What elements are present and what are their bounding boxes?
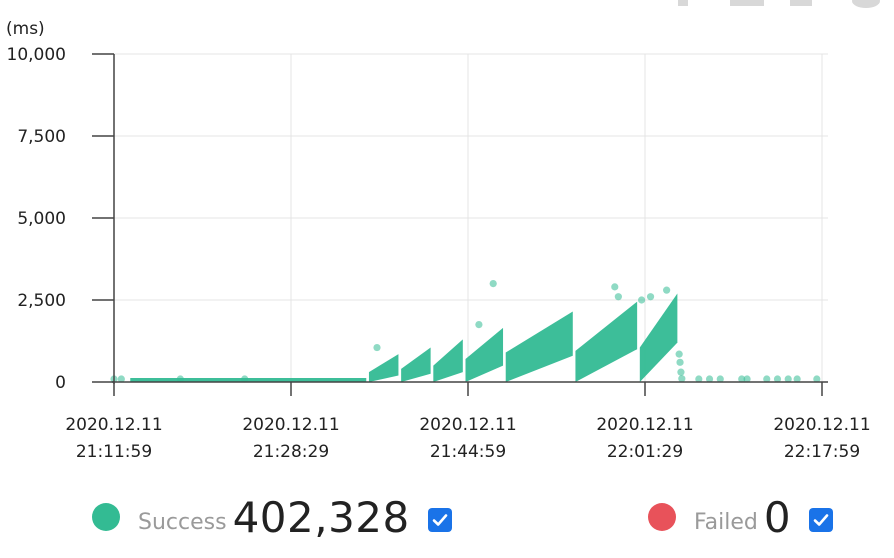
success-points: [110, 280, 821, 383]
success-point: [611, 283, 619, 291]
toolbar-icon-4[interactable]: [852, 0, 880, 8]
x-tick-label-date: 2020.12.11: [596, 415, 693, 435]
success-checkbox[interactable]: [427, 508, 452, 532]
success-point: [743, 375, 751, 383]
success-point: [475, 321, 483, 329]
success-point: [614, 293, 622, 301]
x-tick-labels: 2020.12.11 21:11:59 2020.12.11 21:28:29 2020…: [65, 415, 870, 462]
success-point: [763, 375, 771, 383]
failed-count: 0: [763, 492, 792, 542]
success-point: [677, 368, 685, 376]
success-band: [575, 301, 638, 382]
chart-axes: [92, 53, 828, 396]
toolbar-icons: [674, 0, 894, 8]
legend-failed: Failed 0: [648, 492, 834, 542]
y-tick-labels: 0 2,500 5,000 7,500 10,000: [7, 45, 66, 393]
legend-success: Success 402,328: [92, 492, 452, 542]
success-point: [678, 375, 686, 383]
x-tick-label-date: 2020.12.11: [773, 415, 870, 435]
x-tick-label-date: 2020.12.11: [242, 415, 339, 435]
y-tick-label: 5,000: [17, 209, 66, 229]
x-tick-label-time: 22:17:59: [784, 442, 860, 462]
success-point: [646, 293, 655, 301]
success-band: [433, 339, 463, 382]
failed-label: Failed: [694, 509, 758, 535]
y-tick-label: 7,500: [17, 127, 66, 147]
success-band: [505, 311, 573, 382]
success-color-dot: [92, 503, 120, 531]
x-tick-label-time: 21:44:59: [430, 442, 506, 462]
success-point: [716, 375, 724, 383]
x-tick-label-date: 2020.12.11: [65, 415, 162, 435]
x-tick-label-time: 21:11:59: [76, 442, 152, 462]
x-tick-label-time: 22:01:29: [607, 442, 683, 462]
success-point: [793, 375, 801, 383]
success-point: [695, 375, 703, 383]
success-count: 402,328: [232, 492, 410, 542]
y-axis-unit: (ms): [6, 19, 45, 39]
success-point: [373, 343, 381, 352]
success-band: [401, 347, 431, 382]
success-point: [675, 350, 683, 358]
success-point: [117, 375, 125, 383]
y-tick-label: 10,000: [7, 45, 66, 65]
failed-color-dot: [648, 503, 676, 531]
success-band: [130, 378, 367, 382]
success-point: [738, 375, 746, 383]
y-tick-label: 2,500: [17, 291, 66, 311]
chart-grid: [113, 53, 828, 382]
success-point: [638, 296, 646, 304]
success-band: [639, 293, 678, 382]
toolbar-icon-2[interactable]: [730, 0, 764, 6]
toolbar-icon-1[interactable]: [678, 0, 688, 6]
x-tick-label-time: 21:28:29: [253, 442, 329, 462]
toolbar-icon-3[interactable]: [790, 0, 812, 6]
y-tick-label: 0: [55, 373, 66, 393]
checkmark-icon: [813, 514, 829, 526]
success-point: [489, 280, 497, 288]
success-point: [676, 358, 684, 366]
response-time-scatter-chart: 0 2,500 5,000 7,500 10,000 2020.12.11 21:11:5…: [6, 19, 871, 462]
success-point: [176, 375, 184, 383]
x-tick-label-date: 2020.12.11: [419, 415, 516, 435]
success-point: [241, 375, 249, 383]
failed-checkbox[interactable]: [809, 508, 834, 532]
success-point: [813, 375, 821, 383]
success-point: [773, 375, 782, 383]
success-point: [784, 375, 792, 383]
success-band: [465, 327, 504, 382]
success-point: [705, 375, 714, 383]
checkmark-icon: [432, 514, 448, 526]
success-band: [368, 354, 399, 382]
success-label: Success: [138, 509, 227, 535]
success-point-bands: [130, 293, 678, 382]
success-point: [663, 286, 671, 294]
